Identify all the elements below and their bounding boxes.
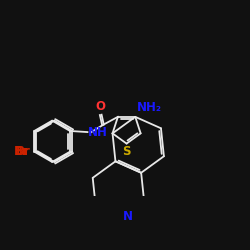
Text: Br: Br — [14, 145, 29, 158]
Text: NH: NH — [88, 126, 108, 138]
Text: NH₂: NH₂ — [137, 100, 162, 114]
Text: O: O — [96, 100, 106, 112]
Text: S: S — [122, 145, 131, 158]
Text: N: N — [122, 210, 132, 223]
Text: Br: Br — [16, 145, 31, 158]
